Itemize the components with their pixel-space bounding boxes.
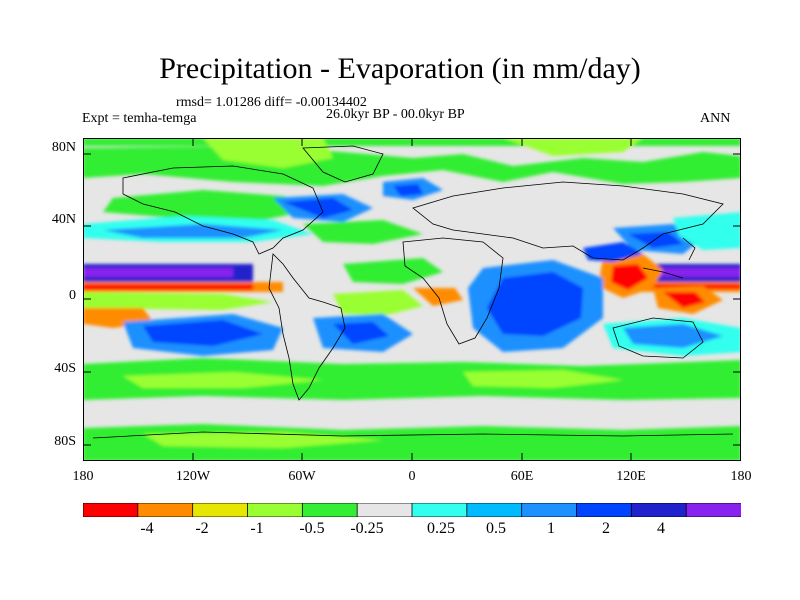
colorbar-swatch bbox=[685, 503, 741, 517]
lon-label-60e: 60E bbox=[510, 469, 534, 484]
colorbar-label: -1 bbox=[250, 520, 264, 537]
colorbar-swatch bbox=[83, 503, 139, 517]
colorbar-swatch bbox=[576, 503, 633, 517]
lon-label-0: 0 bbox=[408, 469, 416, 484]
colorbar-label: 1 bbox=[547, 520, 555, 537]
lon-label-180w: 180 bbox=[72, 469, 94, 484]
colorbar-swatch bbox=[630, 503, 687, 517]
colorbar-label: 0.25 bbox=[427, 520, 455, 537]
colorbar-swatch bbox=[466, 503, 523, 517]
colorbar-swatch bbox=[192, 503, 249, 517]
lon-label-120w: 120W bbox=[175, 469, 211, 484]
lon-label-60w: 60W bbox=[288, 469, 316, 484]
colorbar-label: 0.5 bbox=[486, 520, 506, 537]
season-label: ANN bbox=[700, 111, 731, 126]
field-layer bbox=[83, 138, 741, 461]
colorbar-swatch bbox=[247, 503, 304, 517]
plot-title: Precipitation - Evaporation (in mm/day) bbox=[159, 52, 641, 85]
map-frame bbox=[83, 138, 741, 461]
colorbar-label: -4 bbox=[140, 520, 154, 537]
map-plot bbox=[83, 138, 741, 461]
period-label: 26.0kyr BP - 00.0kyr BP bbox=[326, 107, 465, 122]
tick-marks bbox=[83, 138, 741, 461]
lat-label-40s: 40S bbox=[54, 361, 76, 376]
colorbar bbox=[83, 503, 741, 517]
lat-label-80s: 80S bbox=[54, 434, 76, 449]
colorbar-label: 4 bbox=[657, 520, 665, 537]
colorbar-swatch bbox=[301, 503, 358, 517]
lat-label-40n: 40N bbox=[51, 212, 76, 227]
lat-label-80n: 80N bbox=[51, 140, 76, 155]
coastlines bbox=[92, 145, 734, 439]
lat-label-eq: 0 bbox=[69, 288, 76, 303]
experiment-label: Expt = temha-temga bbox=[82, 111, 197, 126]
lon-label-180e: 180 bbox=[730, 469, 752, 484]
colorbar-label: -0.25 bbox=[350, 520, 384, 537]
colorbar-swatch bbox=[521, 503, 578, 517]
colorbar-swatch bbox=[137, 503, 194, 517]
colorbar-swatch bbox=[411, 503, 468, 517]
stats-label: rmsd= 1.01286 diff= -0.00134402 bbox=[176, 95, 367, 110]
lon-label-120e: 120E bbox=[616, 469, 646, 484]
colorbar-label: 2 bbox=[602, 520, 610, 537]
colorbar-swatch bbox=[356, 503, 413, 517]
colorbar-label: -0.5 bbox=[299, 520, 325, 537]
colorbar-label: -2 bbox=[195, 520, 209, 537]
